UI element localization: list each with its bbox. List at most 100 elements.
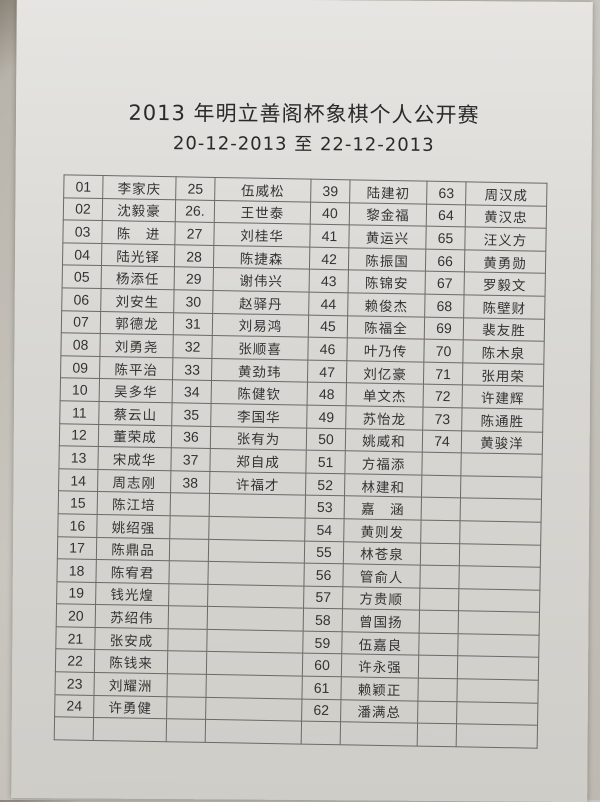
player-number: 11 (59, 400, 100, 425)
player-name: 杨添任 (101, 265, 175, 290)
player-number (168, 606, 208, 630)
player-name: 陈振国 (348, 247, 426, 272)
player-name: 吴多华 (99, 378, 173, 403)
player-name: 陆建初 (349, 179, 428, 204)
player-name: 黄勇勋 (464, 249, 546, 274)
player-number: 07 (61, 310, 101, 334)
player-number (166, 673, 207, 698)
player-number: 28 (174, 244, 214, 268)
player-name (460, 452, 543, 477)
player-name: 周志刚 (97, 469, 171, 494)
player-name: 赖颖正 (340, 676, 419, 701)
player-number: 31 (173, 312, 213, 336)
player-number: 43 (309, 269, 349, 293)
player-number (169, 538, 209, 562)
player-name: 黄劲玮 (211, 358, 308, 383)
player-name (206, 629, 304, 654)
player-number: 10 (60, 378, 100, 402)
player-name (457, 633, 540, 658)
player-number: 36 (171, 425, 211, 449)
player-number: 47 (307, 359, 347, 384)
player-number (417, 723, 457, 747)
player-number: 04 (62, 242, 102, 266)
player-number: 45 (308, 314, 348, 338)
player-name (456, 724, 538, 749)
player-number: 44 (308, 292, 349, 316)
player-name (208, 538, 305, 564)
player-number: 50 (306, 427, 346, 451)
player-name: 周汉成 (465, 181, 547, 206)
player-number (417, 678, 458, 702)
player-name: 许福才 (209, 471, 306, 496)
player-number: 30 (173, 289, 214, 314)
player-name: 黄则发 (343, 518, 422, 543)
player-number: 42 (309, 246, 349, 271)
player-number: 64 (426, 203, 466, 228)
player-name: 姚威和 (345, 428, 423, 453)
player-name: 单文杰 (346, 383, 424, 408)
player-name: 王世泰 (214, 200, 311, 225)
document-page: 2013 年明立善阁杯象棋个人公开赛 20-12-2013 至 22-12-20… (11, 0, 593, 802)
player-name: 黎金福 (349, 202, 427, 227)
player-name: 陈平治 (99, 356, 173, 381)
player-name: 刘安生 (100, 288, 175, 313)
player-number (166, 696, 206, 720)
player-number: 69 (424, 316, 464, 340)
player-name: 董荣成 (98, 424, 172, 448)
player-number: 19 (56, 581, 96, 605)
player-number: 21 (55, 626, 96, 650)
player-number: 33 (172, 357, 212, 381)
player-number: 12 (59, 423, 99, 447)
player-number: 53 (305, 495, 345, 519)
player-number: 13 (58, 445, 99, 470)
player-number: 18 (56, 558, 97, 583)
player-number: 37 (170, 447, 211, 472)
player-number: 03 (62, 220, 103, 244)
player-name (460, 475, 542, 500)
player-number: 01 (63, 174, 104, 199)
player-number (167, 651, 207, 675)
player-name: 罗毅文 (464, 272, 546, 297)
player-name: 黄运兴 (348, 225, 427, 249)
player-name: 苏绍伟 (95, 604, 169, 629)
player-name: 裴友胜 (463, 317, 545, 342)
player-number (418, 655, 458, 679)
player-number: 56 (303, 563, 344, 587)
player-name: 伍威松 (214, 177, 312, 202)
player-number: 63 (426, 181, 466, 205)
player-name: 曾国扬 (342, 609, 420, 633)
player-number (168, 560, 209, 585)
player-number (167, 628, 208, 652)
player-name (458, 588, 540, 613)
document-title: 2013 年明立善阁杯象棋个人公开赛 (128, 100, 480, 128)
player-name: 张安成 (94, 627, 169, 652)
player-name: 管俞人 (342, 563, 421, 588)
player-number: 52 (305, 472, 345, 497)
player-list-table: 01 李家庆 25 伍威松 39 陆建初 63 周汉成 02 沈毅豪 26. 王世泰 40 黎金福 64 黄汉… (54, 174, 548, 749)
player-name: 嘉 涵 (344, 496, 422, 521)
player-name: 郑自成 (209, 448, 307, 473)
player-name: 许建辉 (462, 385, 544, 410)
player-number: 05 (62, 265, 102, 289)
player-number: 72 (423, 384, 463, 408)
player-name: 林建和 (344, 473, 422, 498)
player-name: 林苍泉 (343, 541, 421, 566)
player-name (209, 493, 306, 519)
player-number: 38 (170, 470, 210, 494)
player-name (207, 561, 305, 586)
player-number: 27 (174, 221, 215, 246)
player-number: 59 (302, 630, 343, 655)
date-range: 20-12-2013 至 22-12-2013 (172, 133, 435, 156)
player-number: 06 (61, 287, 102, 312)
player-number: 67 (425, 271, 465, 295)
player-number (421, 474, 461, 499)
player-number (168, 583, 208, 607)
player-name: 陈鼎品 (96, 536, 170, 561)
player-name: 钱光煌 (95, 582, 169, 607)
player-name: 姚绍强 (96, 514, 171, 539)
player-name: 苏怡龙 (345, 405, 424, 430)
player-number: 74 (422, 429, 462, 453)
player-number (419, 565, 460, 589)
player-number: 40 (310, 201, 350, 226)
player-name: 陈钱来 (94, 649, 168, 674)
